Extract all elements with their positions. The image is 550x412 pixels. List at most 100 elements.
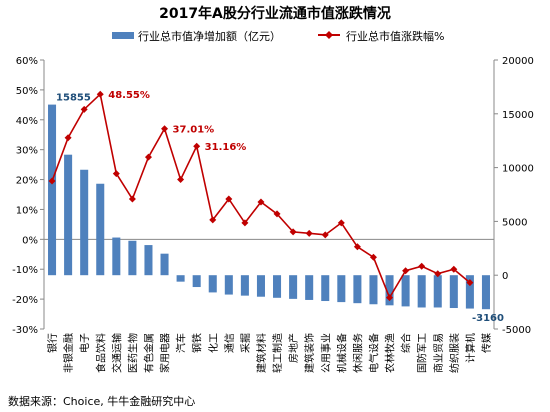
bar (385, 275, 394, 306)
bar (208, 275, 217, 293)
bar (353, 275, 362, 304)
legend-bar-swatch (112, 32, 134, 39)
right-tick-label: 15000 (502, 110, 534, 121)
right-tick-label: 20000 (502, 56, 534, 67)
category-label: 采掘 (239, 333, 252, 353)
left-tick-label: 30% (16, 146, 38, 157)
line-point (96, 90, 104, 98)
bar (240, 275, 249, 296)
right-tick-label: 0 (502, 271, 508, 282)
category-label: 休闲服务 (351, 333, 364, 373)
left-tick-label: 60% (16, 56, 38, 67)
category-label: 银行 (46, 333, 59, 353)
bar (96, 183, 105, 276)
category-label: 房地产 (287, 333, 300, 363)
line-point (386, 294, 394, 302)
left-tick-label: 10% (16, 205, 38, 216)
line-point (48, 177, 56, 185)
bar (465, 275, 474, 309)
bar-series (48, 104, 490, 310)
source-note: 数据来源：Choice, 牛牛金融研究中心 (8, 394, 195, 408)
line-point (257, 198, 265, 206)
line-point (80, 105, 88, 113)
category-label: 有色金属 (142, 333, 155, 373)
left-tick-label: 40% (16, 116, 38, 127)
bar (48, 104, 57, 276)
bar (64, 154, 73, 276)
category-label: 综合 (400, 333, 413, 353)
line-point (193, 142, 201, 150)
bar (192, 275, 201, 288)
legend-line-label: 行业总市值涨跌幅% (346, 29, 444, 43)
line-point (144, 153, 152, 161)
category-label: 轻工制造 (271, 333, 284, 373)
category-label: 农林牧渔 (384, 333, 397, 373)
line-point (112, 170, 120, 178)
category-label: 家用电器 (159, 333, 172, 373)
line-point (337, 219, 345, 227)
line-point (402, 267, 410, 275)
line-point (225, 195, 233, 203)
line-point (241, 219, 249, 227)
category-label: 通信 (224, 333, 236, 353)
category-label: 计算机 (464, 333, 477, 363)
line-point (369, 253, 377, 261)
category-label: 电子 (78, 333, 91, 353)
line-point (161, 125, 169, 133)
bar (144, 245, 153, 276)
bar (256, 275, 265, 297)
line-point (273, 210, 281, 218)
line-point (353, 243, 361, 251)
category-label: 国防军工 (416, 333, 429, 373)
bar (369, 275, 378, 305)
bar (337, 275, 346, 303)
right-tick-label: -5000 (502, 325, 531, 336)
category-label: 建筑材料 (255, 333, 268, 373)
bar (176, 275, 185, 282)
line-point (466, 279, 474, 287)
line-point (321, 231, 329, 239)
line-data-label: 37.01% (173, 125, 215, 136)
line-point (64, 134, 72, 142)
bar (224, 275, 233, 295)
line-series (48, 90, 474, 302)
bar (417, 275, 426, 308)
line-point (450, 265, 458, 273)
bar (128, 240, 137, 276)
bar (449, 275, 458, 309)
left-tick-label: 0% (22, 235, 38, 246)
chart-title: 2017年A股分行业流通市值涨跌情况 (159, 5, 391, 22)
bar (160, 253, 169, 276)
category-label: 交通运输 (110, 333, 123, 373)
category-label: 电气设备 (367, 333, 380, 373)
legend-bar-label: 行业总市值净增加额（亿元） (138, 29, 281, 43)
bar (321, 275, 330, 302)
legend: 行业总市值净增加额（亿元） 行业总市值涨跌幅% (112, 29, 444, 43)
line-point (209, 216, 217, 224)
line-point (434, 270, 442, 278)
category-label: 传媒 (481, 333, 493, 353)
category-label: 钢铁 (191, 333, 204, 353)
bar (112, 237, 121, 276)
category-label: 纺织服装 (448, 333, 461, 373)
bar (305, 275, 314, 300)
line-point (128, 195, 136, 203)
bar (481, 275, 490, 310)
category-label: 化工 (207, 333, 220, 353)
category-label: 公用事业 (319, 333, 332, 373)
right-tick-label: 10000 (502, 164, 534, 175)
category-label: 非银金融 (62, 333, 75, 373)
left-tick-label: 50% (16, 86, 38, 97)
right-tick-label: 5000 (502, 217, 527, 228)
line-data-label: 48.55% (108, 90, 150, 101)
category-label: 商业贸易 (432, 333, 445, 373)
category-label: 建筑装饰 (303, 333, 316, 373)
bar-data-label: 15855 (56, 93, 91, 104)
left-tick-label: -30% (12, 325, 38, 336)
category-label: 食品饮料 (94, 333, 107, 373)
category-label: 医药生物 (126, 333, 139, 373)
category-label: 汽车 (175, 333, 188, 353)
bar (289, 275, 298, 299)
axes: 60% 50% 40% 30% 20% 10% 0% -10% -20% -30% 20000 150… (12, 56, 534, 373)
